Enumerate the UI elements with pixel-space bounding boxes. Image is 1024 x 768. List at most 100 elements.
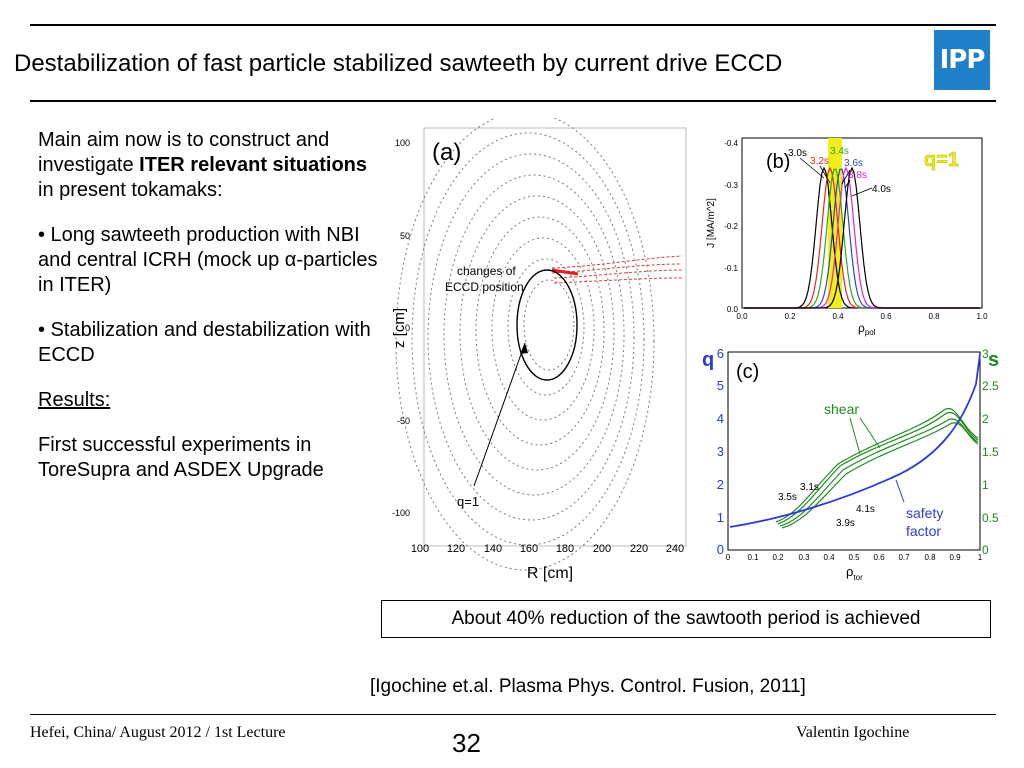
- y-tick: 50: [400, 231, 410, 241]
- figure-a-x-ticks: 100 120 140 160 180 200 220 240: [411, 543, 684, 555]
- svg-text:-0.4: -0.4: [724, 139, 738, 148]
- flux-surface: [459, 195, 615, 471]
- time-label-3-2: 3.2s: [810, 156, 829, 167]
- svg-text:5: 5: [717, 378, 724, 393]
- x-tick: 120: [447, 543, 465, 555]
- figure-c-x-ticks: 0 0.1 0.2 0.3 0.4 0.5 0.6 0.7 0.8 0.9 1: [726, 553, 983, 562]
- safety-factor-curve: [729, 353, 981, 528]
- results-heading: Results:: [38, 389, 111, 411]
- figure-c-time-labels: 3.1s 3.5s 4.1s 3.9s: [778, 482, 875, 529]
- svg-text:3: 3: [717, 444, 724, 459]
- q1-surface: [516, 269, 578, 381]
- figure-b-y-label: J [MA/m^2]: [706, 198, 717, 248]
- svg-text:0: 0: [726, 553, 731, 562]
- time-label-3-0: 3.0s: [788, 148, 807, 159]
- svg-text:6: 6: [717, 346, 724, 361]
- svg-text:0.5: 0.5: [848, 553, 860, 562]
- body-text: Main aim now is to construct and investi…: [38, 128, 378, 503]
- svg-text:0.5: 0.5: [982, 511, 999, 525]
- figure-b-frame: [741, 137, 983, 309]
- time-label-4-0: 4.0s: [872, 184, 891, 195]
- svg-text:0: 0: [717, 542, 724, 557]
- svg-text:0.8: 0.8: [928, 312, 940, 321]
- figure-a-y-label: z [cm]: [391, 308, 408, 348]
- svg-text:0.0: 0.0: [736, 312, 748, 321]
- svg-text:2: 2: [982, 412, 989, 426]
- current-profiles: [744, 166, 980, 309]
- svg-text:1: 1: [717, 510, 724, 525]
- figure-b-y-ticks: -0.4 -0.3 -0.2 -0.1 0.0: [724, 139, 738, 314]
- flux-surface: [427, 153, 635, 521]
- svg-text:0.9: 0.9: [949, 553, 961, 562]
- svg-text:-0.3: -0.3: [724, 181, 738, 190]
- footer-right: Valentin Igochine: [796, 724, 910, 741]
- q1-annotation: q=1: [457, 494, 479, 509]
- figure-c-x-label: ρtor: [846, 564, 863, 582]
- figure-a-y-ticks: 100 50 0 -50 -100: [392, 138, 410, 518]
- svg-text:3.1s: 3.1s: [800, 482, 819, 493]
- time-label-3-8: 3.8s: [848, 170, 867, 181]
- footer-rule: [30, 714, 996, 715]
- results-text: First successful experiments in ToreSupr…: [38, 434, 324, 481]
- page-number: 32: [452, 728, 481, 758]
- flux-surface: [411, 132, 645, 546]
- svg-text:-0.1: -0.1: [724, 264, 738, 273]
- time-label-3-4: 3.4s: [830, 146, 849, 157]
- figure-b-panel-label: (b): [766, 151, 790, 173]
- footer-left: Hefei, China/ August 2012 / 1st Lecture: [30, 724, 286, 741]
- q1-highlight-band: [828, 138, 842, 308]
- q1-arrow: [473, 342, 526, 487]
- svg-text:1.0: 1.0: [976, 312, 988, 321]
- citation: [Igochine et.al. Plasma Phys. Control. F…: [370, 676, 806, 697]
- svg-text:0.2: 0.2: [772, 553, 784, 562]
- y-tick: 0: [405, 323, 410, 333]
- eccd-position-mark: [551, 268, 579, 276]
- x-tick: 220: [630, 543, 648, 555]
- x-tick: 200: [593, 543, 611, 555]
- result-box: About 40% reduction of the sawtooth peri…: [381, 600, 991, 638]
- svg-text:0.6: 0.6: [880, 312, 892, 321]
- flux-surface: [475, 216, 605, 446]
- x-tick: 100: [411, 543, 429, 555]
- svg-text:0.0: 0.0: [727, 305, 739, 314]
- x-tick: 180: [556, 543, 574, 555]
- svg-text:3.5s: 3.5s: [778, 492, 797, 503]
- y-tick: -50: [397, 416, 410, 426]
- figure-c-left-ticks: 0 1 2 3 4 5 6: [717, 346, 724, 557]
- time-arrows: [799, 157, 873, 197]
- intro-paragraph: Main aim now is to construct and investi…: [38, 129, 368, 201]
- svg-text:4.1s: 4.1s: [856, 504, 875, 515]
- eccd-annotation-line1: changes of: [457, 264, 516, 278]
- figure-b: (b) q=1 3.0s 3.2s 3.4s 3.6s 3.8s 4.0s -0…: [706, 137, 988, 337]
- figure-b-x-ticks: 0.0 0.2 0.4 0.6 0.8 1.0: [736, 312, 988, 321]
- svg-text:-0.2: -0.2: [724, 222, 738, 231]
- svg-text:3: 3: [982, 347, 989, 361]
- svg-text:0.3: 0.3: [798, 553, 810, 562]
- flux-surfaces: [395, 118, 655, 571]
- safety-factor-label-2: factor: [906, 523, 941, 539]
- right-axis-s: s: [988, 349, 999, 371]
- flux-surface: [443, 174, 625, 496]
- figure-a-x-label: R [cm]: [527, 565, 573, 582]
- figure-a-panel-label: (a): [432, 139, 461, 166]
- bullet-stabilization: • Stabilization and destabilization with…: [38, 319, 371, 366]
- svg-text:0.8: 0.8: [924, 553, 936, 562]
- svg-text:0.7: 0.7: [898, 553, 910, 562]
- figure-c-panel-label: (c): [736, 361, 759, 383]
- svg-text:3.9s: 3.9s: [836, 518, 855, 529]
- safety-factor-label-1: safety: [906, 505, 943, 521]
- slide-title: Destabilization of fast particle stabili…: [14, 50, 783, 77]
- svg-text:1.5: 1.5: [982, 445, 999, 459]
- ipp-logo: IPP: [934, 30, 990, 90]
- x-tick: 160: [520, 543, 538, 555]
- svg-text:0.6: 0.6: [873, 553, 885, 562]
- x-tick: 240: [666, 543, 684, 555]
- header-bottom-rule: [30, 100, 996, 102]
- y-tick: 100: [395, 138, 410, 148]
- x-tick: 140: [484, 543, 502, 555]
- flux-surface: [395, 118, 655, 571]
- figure-c: q s (c) shear safety factor 3.1s 3.5s 4.…: [702, 346, 999, 582]
- flux-surface: [507, 258, 585, 396]
- svg-text:0.1: 0.1: [747, 553, 759, 562]
- iter-emphasis: ITER relevant situations: [139, 154, 368, 176]
